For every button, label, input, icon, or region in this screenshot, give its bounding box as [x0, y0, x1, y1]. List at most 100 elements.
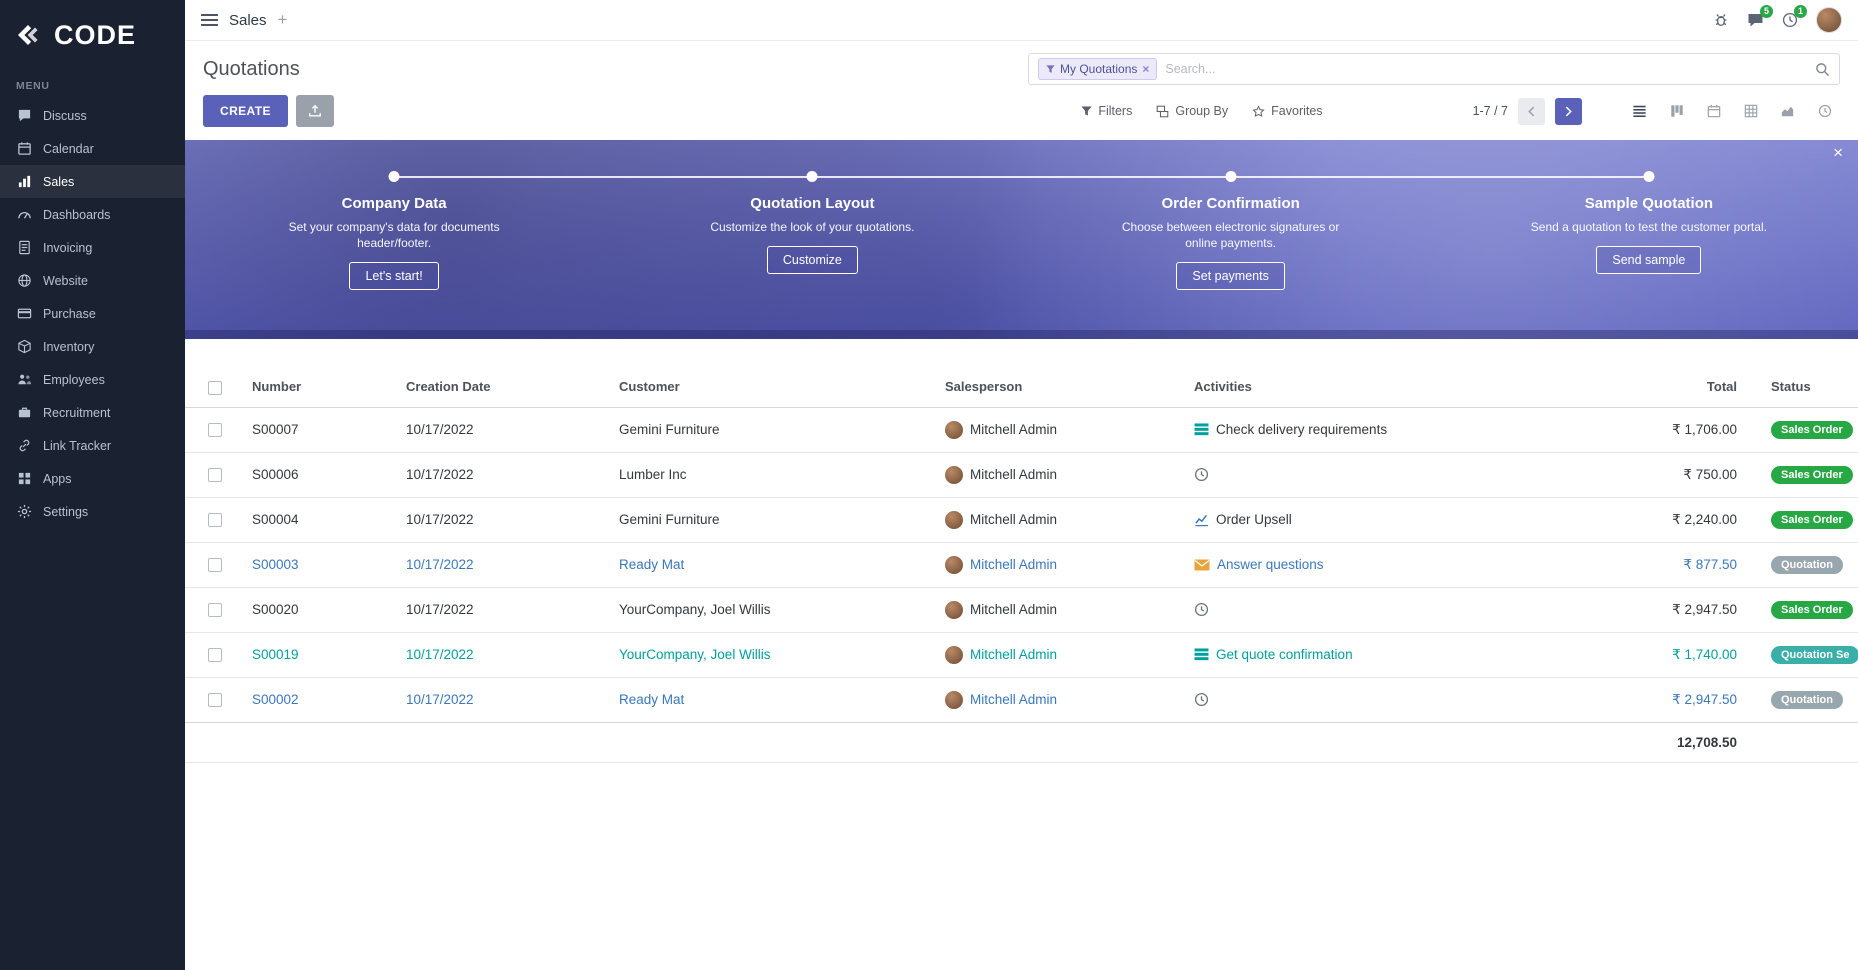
sidebar-item-purchase[interactable]: Purchase [0, 297, 185, 330]
row-checkbox[interactable] [207, 513, 222, 528]
column-header-salesperson[interactable]: Salesperson [937, 367, 1186, 408]
step-title: Sample Quotation [1584, 195, 1714, 212]
kanban-view-button[interactable] [1661, 98, 1692, 125]
sidebar-item-label: Apps [43, 471, 72, 486]
group-by-label: Group By [1175, 104, 1229, 118]
sidebar-item-label: Calendar [43, 141, 94, 156]
row-checkbox[interactable] [207, 423, 222, 438]
close-icon[interactable]: × [1833, 143, 1843, 162]
calendar-view-button[interactable] [1698, 98, 1729, 125]
sidebar-item-website[interactable]: Website [0, 264, 185, 297]
cell-number: S00003 [244, 541, 398, 588]
sidebar-item-inventory[interactable]: Inventory [0, 330, 185, 363]
upload-icon [308, 104, 321, 117]
add-tab-icon[interactable]: + [277, 10, 288, 29]
hamburger-menu-icon[interactable] [201, 13, 218, 27]
column-header-creation-date[interactable]: Creation Date [398, 367, 611, 408]
activities-count-badge: 1 [1793, 5, 1807, 18]
select-all-checkbox[interactable] [207, 380, 222, 395]
cell-number: S00002 [244, 676, 398, 723]
row-checkbox[interactable] [207, 468, 222, 483]
cell-activity[interactable]: Answer questions [1217, 557, 1324, 573]
list-view-button[interactable] [1624, 98, 1655, 125]
credit-card-icon [17, 306, 32, 321]
column-header-activities[interactable]: Activities [1186, 367, 1506, 408]
cell-total: ₹ 750.00 [1506, 451, 1755, 498]
sidebar-item-invoicing[interactable]: Invoicing [0, 231, 185, 264]
table-row[interactable]: S00006 10/17/2022 Lumber Inc Mitchell Ad… [185, 451, 1858, 498]
activity-view-icon [1818, 104, 1831, 118]
user-avatar[interactable] [1816, 7, 1842, 33]
table-row[interactable]: S00002 10/17/2022 Ready Mat Mitchell Adm… [185, 676, 1858, 723]
column-header-number[interactable]: Number [244, 367, 398, 408]
pager-next-button[interactable] [1555, 97, 1582, 125]
step-description: Set your company's data for documents he… [288, 220, 500, 251]
calendar-icon [17, 141, 32, 156]
pivot-view-icon [1744, 104, 1757, 118]
row-checkbox[interactable] [207, 558, 222, 573]
sidebar-item-dashboards[interactable]: Dashboards [0, 198, 185, 231]
cell-total: ₹ 2,947.50 [1506, 676, 1755, 723]
activity-list-icon [1194, 423, 1209, 436]
cell-customer: Gemini Furniture [611, 496, 937, 543]
group-by-button[interactable]: Group By [1156, 104, 1228, 118]
set-payments-button[interactable]: Set payments [1176, 262, 1285, 291]
logo-text: CODE [54, 19, 137, 50]
table-row[interactable]: S00020 10/17/2022 YourCompany, Joel Will… [185, 586, 1858, 633]
favorites-button[interactable]: Favorites [1252, 104, 1323, 118]
table-row[interactable]: S00007 10/17/2022 Gemini Furniture Mitch… [185, 406, 1858, 453]
sidebar-item-calendar[interactable]: Calendar [0, 132, 185, 165]
create-button[interactable]: CREATE [203, 95, 288, 127]
row-checkbox[interactable] [207, 693, 222, 708]
debug-icon[interactable] [1713, 12, 1729, 28]
salesperson-avatar [945, 600, 963, 619]
cell-total: ₹ 1,740.00 [1506, 631, 1755, 678]
filters-button[interactable]: Filters [1081, 104, 1132, 118]
activity-view-button[interactable] [1809, 98, 1840, 125]
graph-view-button[interactable] [1772, 98, 1803, 125]
column-header-customer[interactable]: Customer [611, 367, 937, 408]
column-header-status[interactable]: Status [1755, 367, 1858, 408]
sidebar-item-settings[interactable]: Settings [0, 495, 185, 528]
pager-previous-button[interactable] [1518, 97, 1545, 125]
sidebar-item-label: Settings [43, 504, 89, 519]
app-logo[interactable]: CODE [0, 0, 185, 70]
sidebar-item-label: Sales [43, 174, 75, 189]
sidebar-item-apps[interactable]: Apps [0, 462, 185, 495]
cell-activity[interactable]: Order Upsell [1216, 512, 1292, 528]
step-dot [1225, 171, 1237, 182]
star-icon [1252, 104, 1265, 117]
search-input[interactable]: My Quotations × Search... [1028, 53, 1840, 85]
cell-activity[interactable]: Check delivery requirements [1216, 422, 1388, 438]
cell-activity[interactable]: Get quote confirmation [1216, 647, 1353, 663]
activity-clock-icon[interactable] [1194, 692, 1209, 707]
lets-start-button[interactable]: Let's start! [349, 262, 439, 291]
send-sample-button[interactable]: Send sample [1596, 246, 1702, 275]
messages-icon[interactable]: 5 [1747, 5, 1773, 28]
sidebar-item-recruitment[interactable]: Recruitment [0, 396, 185, 429]
activities-clock-icon[interactable]: 1 [1782, 5, 1807, 28]
export-button[interactable] [295, 95, 334, 127]
app-title[interactable]: Sales [229, 11, 267, 29]
activity-clock-icon[interactable] [1194, 467, 1209, 482]
table-row[interactable]: S00003 10/17/2022 Ready Mat Mitchell Adm… [185, 541, 1858, 588]
sidebar-item-employees[interactable]: Employees [0, 363, 185, 396]
column-header-total[interactable]: Total [1506, 367, 1755, 408]
sidebar-item-link-tracker[interactable]: Link Tracker [0, 429, 185, 462]
row-checkbox[interactable] [207, 648, 222, 663]
activity-clock-icon[interactable] [1194, 602, 1209, 617]
search-icon[interactable] [1815, 62, 1830, 77]
sidebar-item-sales[interactable]: Sales [0, 165, 185, 198]
sidebar-item-discuss[interactable]: Discuss [0, 99, 185, 132]
row-checkbox[interactable] [207, 603, 222, 618]
cell-customer: Ready Mat [611, 541, 937, 588]
table-row[interactable]: S00019 10/17/2022 YourCompany, Joel Will… [185, 631, 1858, 678]
pivot-view-button[interactable] [1735, 98, 1766, 125]
search-facet-my-quotations[interactable]: My Quotations × [1038, 58, 1158, 80]
cell-salesperson: Mitchell Admin [970, 692, 1058, 708]
customize-button[interactable]: Customize [766, 246, 858, 275]
table-row[interactable]: S00004 10/17/2022 Gemini Furniture Mitch… [185, 496, 1858, 543]
salesperson-avatar [945, 510, 963, 529]
facet-remove-icon[interactable]: × [1142, 62, 1150, 76]
cell-creation-date: 10/17/2022 [398, 451, 611, 498]
